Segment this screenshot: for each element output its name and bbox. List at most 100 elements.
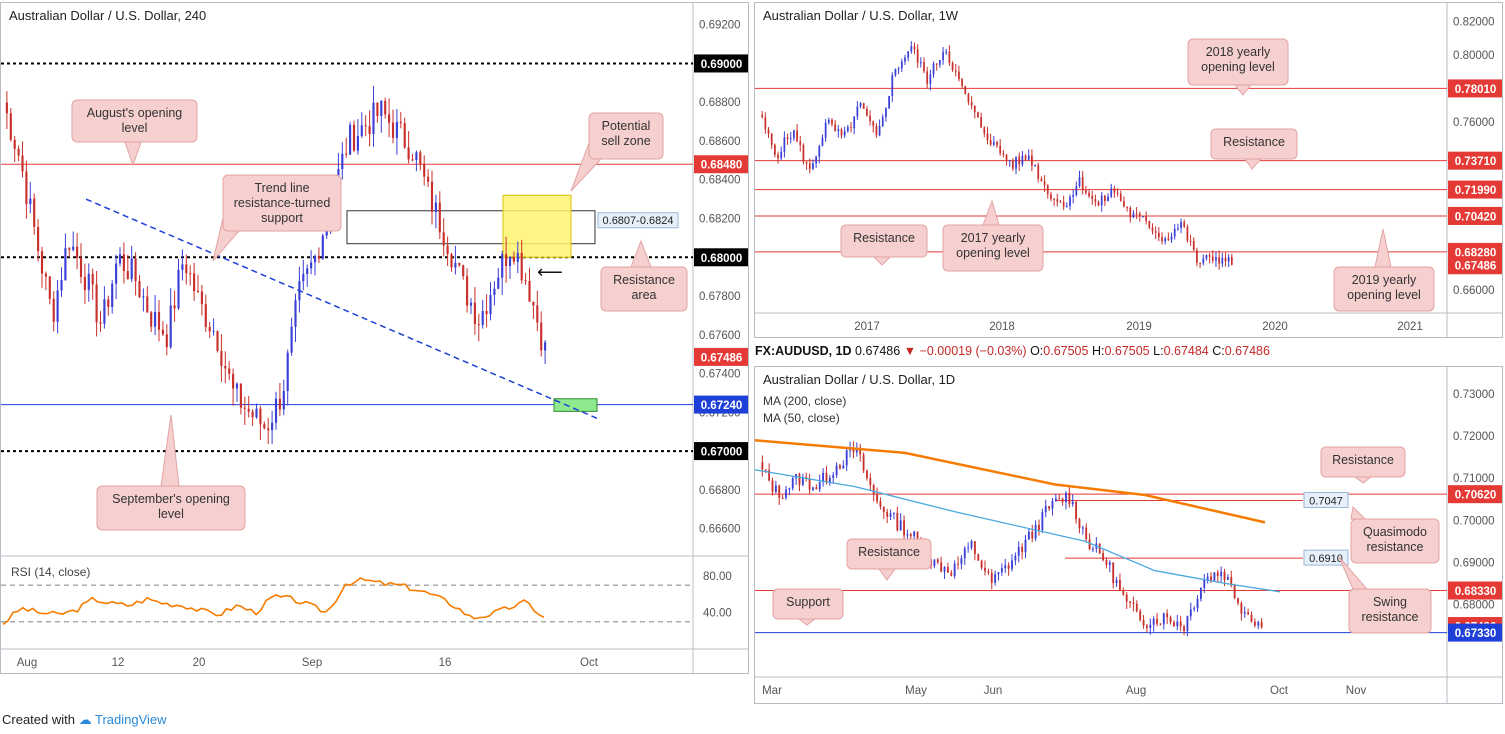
daily-candle bbox=[973, 541, 976, 554]
h4-candle bbox=[368, 126, 371, 134]
h4-trendline-callout-text: Trend line bbox=[254, 181, 309, 195]
h4-price-tag: 0.67000 bbox=[701, 447, 743, 459]
weekly-2017-callout-text: 2017 yearly bbox=[961, 231, 1026, 245]
weekly-candle bbox=[1218, 257, 1221, 264]
daily-candle bbox=[1007, 565, 1010, 569]
h4-candle bbox=[434, 202, 437, 212]
h4-candle bbox=[13, 139, 16, 149]
h4-price-tag: 0.69000 bbox=[701, 59, 743, 71]
weekly-candle bbox=[1126, 206, 1128, 208]
daily-candle bbox=[1041, 512, 1044, 531]
weekly-chart-svg[interactable]: 0.82000 0.80000 0.76000 0.66000 0.78010 0.737… bbox=[755, 3, 1503, 338]
h4-candle bbox=[278, 398, 281, 410]
weekly-resistance-callout-1-text: Resistance bbox=[1223, 135, 1285, 149]
h4-candle bbox=[321, 235, 324, 259]
daily-level-label-bg bbox=[1303, 549, 1349, 566]
h4-candle bbox=[150, 312, 153, 327]
weekly-candle bbox=[888, 95, 890, 109]
weekly-candle bbox=[1208, 255, 1211, 257]
h4-x-tick-label: Aug bbox=[17, 657, 37, 669]
h4-candle bbox=[524, 280, 527, 282]
weekly-candle bbox=[878, 125, 881, 136]
h4-candle bbox=[536, 305, 539, 323]
h4-candle bbox=[388, 114, 391, 123]
daily-candle bbox=[768, 470, 771, 481]
weekly-candle bbox=[780, 151, 783, 159]
footer-credit[interactable]: Created with ☁ TradingView bbox=[2, 712, 167, 728]
h4-sellzone-callout-text: sell zone bbox=[601, 134, 650, 148]
daily-candle bbox=[1233, 585, 1236, 598]
daily-candle bbox=[1078, 519, 1081, 529]
daily-candle bbox=[906, 534, 909, 536]
daily-candle bbox=[1061, 498, 1064, 503]
h4-chart-panel[interactable]: Australian Dollar / U.S. Dollar, 240 0.6… bbox=[0, 2, 749, 674]
h4-candle bbox=[193, 273, 196, 291]
daily-candle bbox=[957, 563, 959, 565]
h4-candle bbox=[115, 263, 118, 284]
weekly-candle bbox=[1183, 222, 1186, 227]
daily-candle bbox=[1027, 531, 1030, 540]
weekly-candle bbox=[831, 119, 833, 125]
h4-candle bbox=[79, 258, 83, 277]
weekly-candle bbox=[761, 114, 764, 118]
h4-candle bbox=[126, 271, 129, 280]
weekly-candle bbox=[1065, 206, 1068, 208]
daily-candle bbox=[990, 572, 993, 583]
weekly-candle bbox=[834, 124, 837, 132]
daily-support-callout: Support bbox=[772, 588, 844, 626]
h4-trendline-callout-text: support bbox=[261, 211, 303, 225]
daily-candle bbox=[859, 447, 862, 455]
daily-swing-callout-text: resistance bbox=[1362, 610, 1419, 624]
weekly-candle bbox=[958, 71, 960, 80]
weekly-chart-panel[interactable]: Australian Dollar / U.S. Dollar, 1W 0.82… bbox=[754, 2, 1503, 338]
daily-candle bbox=[812, 487, 814, 490]
h4-august-callout-box bbox=[71, 99, 198, 143]
daily-candle bbox=[1044, 506, 1047, 513]
h4-candle bbox=[450, 253, 453, 268]
daily-x-tick-label: Oct bbox=[1270, 685, 1289, 697]
h4-candle bbox=[64, 248, 67, 281]
h4-candle bbox=[99, 322, 102, 324]
daily-chart-title: Australian Dollar / U.S. Dollar, 1D bbox=[763, 372, 956, 387]
h4-candle bbox=[462, 265, 465, 277]
weekly-price-tag-bg bbox=[1448, 79, 1502, 98]
weekly-candle bbox=[967, 93, 970, 103]
daily-candle bbox=[764, 469, 767, 471]
h4-candle bbox=[508, 256, 512, 267]
h4-candle bbox=[251, 411, 254, 418]
daily-candle bbox=[1051, 501, 1054, 509]
daily-chart-svg[interactable]: 0.73000 0.72000 0.71000 0.70000 0.69000 0.680… bbox=[755, 367, 1503, 704]
daily-candle bbox=[984, 567, 986, 572]
h4-candle bbox=[310, 262, 313, 269]
h4-candle bbox=[87, 273, 90, 291]
h4-candle bbox=[407, 147, 410, 160]
h4-candle bbox=[540, 322, 543, 351]
weekly-candle bbox=[1196, 250, 1198, 263]
weekly-candle bbox=[932, 63, 935, 75]
weekly-2017-callout-box bbox=[942, 224, 1044, 272]
weekly-candle bbox=[964, 85, 967, 94]
weekly-candle bbox=[767, 129, 770, 134]
h4-candle bbox=[274, 398, 278, 423]
daily-candle bbox=[839, 465, 841, 469]
weekly-candle bbox=[983, 127, 986, 134]
weekly-candle bbox=[808, 163, 811, 169]
daily-x-tick-label: May bbox=[905, 685, 927, 697]
daily-candle bbox=[960, 558, 963, 565]
weekly-2018-callout-box bbox=[1187, 38, 1289, 86]
weekly-price-tag-bg bbox=[1448, 256, 1502, 275]
h4-candle bbox=[493, 288, 496, 295]
h4-candle bbox=[485, 311, 488, 315]
daily-candle bbox=[1203, 579, 1206, 588]
h4-chart-svg[interactable]: 0.69200 0.68800 0.68600 0.68400 0.68200 0.678… bbox=[1, 3, 749, 674]
daily-candle bbox=[1189, 609, 1192, 617]
daily-quasimodo-callout-text: Quasimodo bbox=[1363, 525, 1427, 539]
weekly-candle bbox=[885, 108, 887, 118]
h4-candle bbox=[228, 368, 231, 374]
daily-chart-panel[interactable]: Australian Dollar / U.S. Dollar, 1D 0.73… bbox=[754, 366, 1503, 704]
daily-candle bbox=[798, 474, 801, 485]
weekly-y-tick-label: 0.80000 bbox=[1453, 50, 1495, 62]
daily-x-tick-label: Jun bbox=[984, 685, 1003, 697]
h4-candle bbox=[255, 408, 258, 418]
